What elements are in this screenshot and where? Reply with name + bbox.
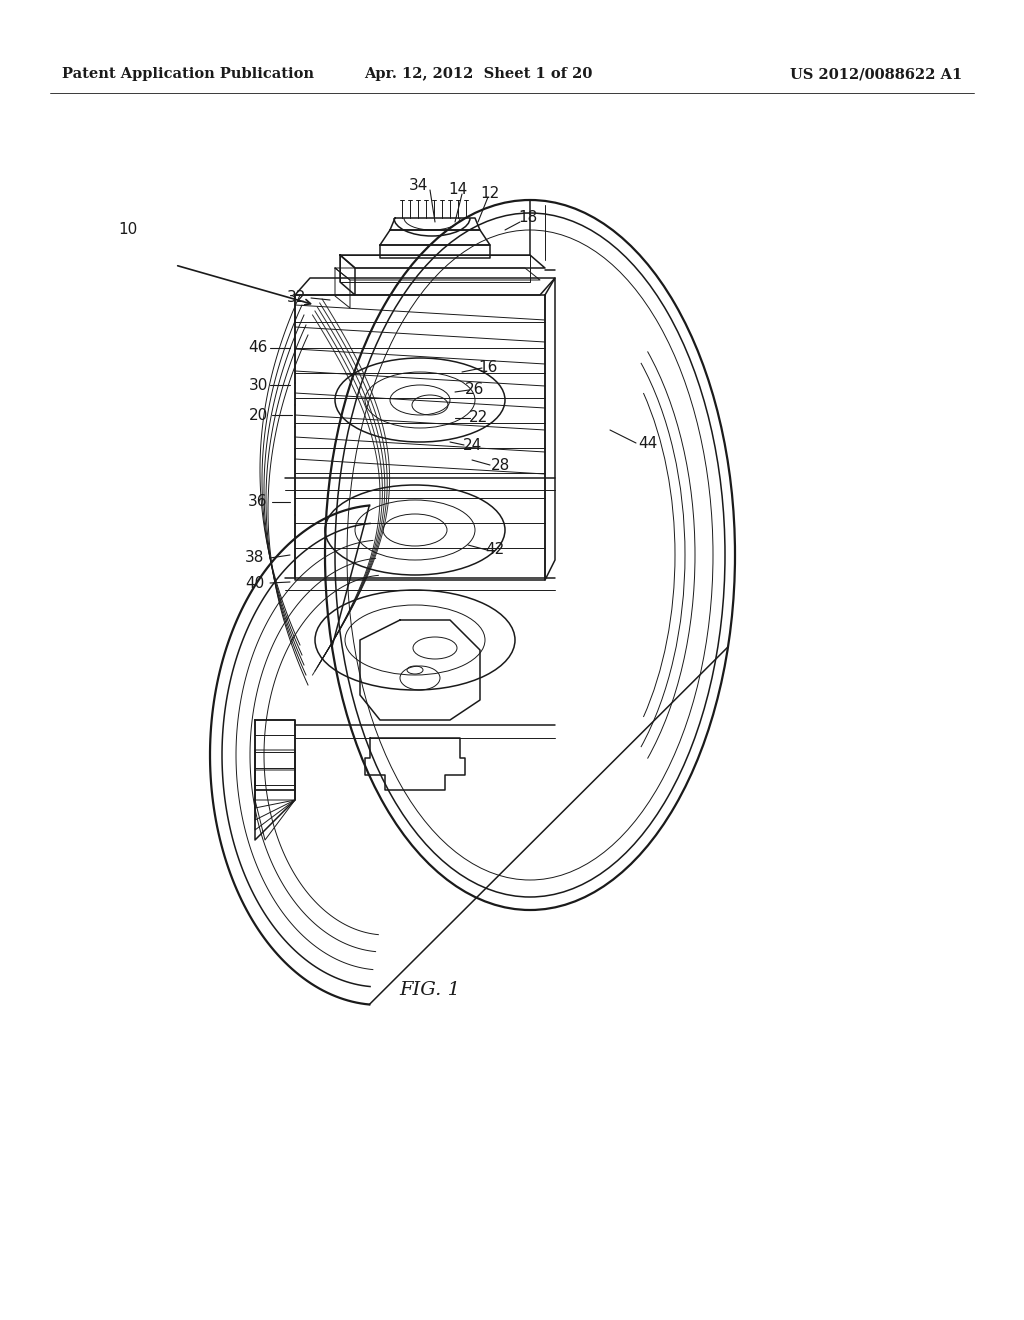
Text: 22: 22 — [468, 411, 487, 425]
Text: 42: 42 — [485, 543, 505, 557]
Text: 38: 38 — [246, 550, 264, 565]
Text: 46: 46 — [248, 341, 267, 355]
Text: 14: 14 — [449, 182, 468, 198]
Text: 12: 12 — [480, 186, 500, 201]
Text: 32: 32 — [287, 290, 306, 305]
Text: 24: 24 — [463, 437, 481, 453]
Text: US 2012/0088622 A1: US 2012/0088622 A1 — [790, 67, 962, 81]
Text: 44: 44 — [638, 436, 657, 450]
Text: FIG. 1: FIG. 1 — [399, 981, 461, 999]
Text: 18: 18 — [518, 210, 538, 226]
Text: 40: 40 — [246, 576, 264, 590]
Text: 30: 30 — [248, 378, 267, 392]
Text: 28: 28 — [490, 458, 510, 473]
Text: 26: 26 — [465, 383, 484, 397]
Text: Patent Application Publication: Patent Application Publication — [62, 67, 314, 81]
Text: 16: 16 — [478, 360, 498, 375]
Text: Apr. 12, 2012  Sheet 1 of 20: Apr. 12, 2012 Sheet 1 of 20 — [364, 67, 592, 81]
Text: 36: 36 — [248, 495, 267, 510]
Text: 20: 20 — [249, 408, 267, 422]
Text: 34: 34 — [409, 178, 428, 194]
Text: 10: 10 — [118, 223, 137, 238]
